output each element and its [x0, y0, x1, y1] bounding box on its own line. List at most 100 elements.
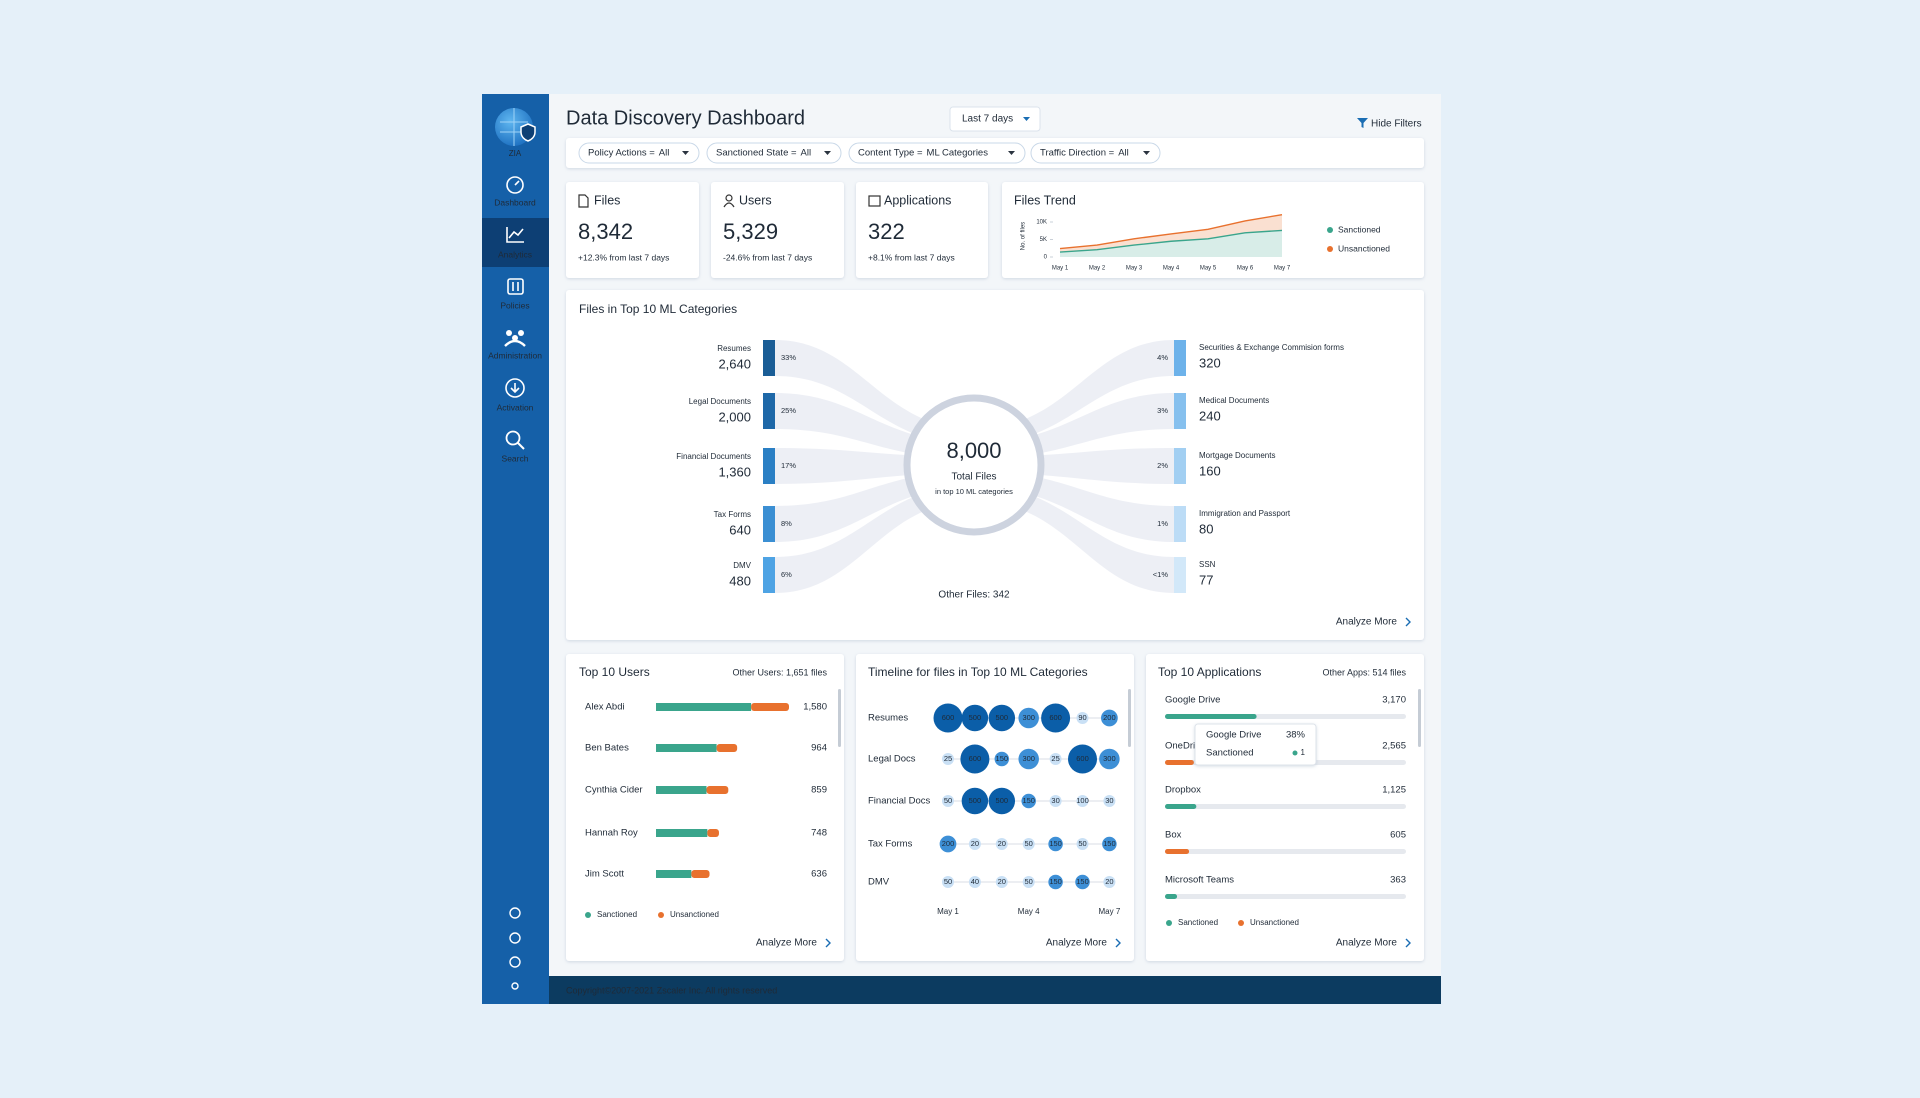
nav-item[interactable]: Dashboard: [494, 197, 536, 207]
filter-value[interactable]: ML Categories: [927, 148, 989, 159]
bubble-label: 600: [1076, 754, 1089, 763]
user-name: Alex Abdi: [585, 702, 625, 713]
app-name: Box: [1165, 830, 1182, 841]
y-tick-label: 10K: [1036, 220, 1047, 226]
flow-band: [775, 485, 974, 593]
utility-icon: [509, 932, 521, 944]
bar-unsanctioned: [691, 870, 710, 878]
legend-dot: [658, 912, 664, 918]
nav-item[interactable]: Search: [502, 453, 529, 463]
row-name: Resumes: [868, 713, 908, 724]
app-bar: [1165, 894, 1178, 899]
period-value[interactable]: Last 7 days: [962, 114, 1013, 125]
bubble-label: 20: [998, 839, 1006, 848]
kpi-title: Users: [739, 193, 772, 207]
kpi-icon: [725, 194, 733, 202]
nav-item[interactable]: Analytics: [498, 249, 532, 259]
filter-chip[interactable]: [578, 142, 700, 164]
bubble-label: 150: [1022, 796, 1035, 805]
category-share: 2%: [1157, 461, 1168, 470]
bubble-label: 50: [944, 877, 952, 886]
app-bar: [1165, 714, 1257, 719]
bar-sanctioned: [656, 703, 752, 711]
filter-chip[interactable]: [848, 142, 1026, 164]
bubble: [1041, 703, 1071, 733]
row-name: Legal Docs: [868, 754, 916, 765]
tooltip-share: 38%: [1286, 730, 1306, 741]
chevron: [1115, 938, 1121, 948]
category-bar: [1174, 340, 1186, 376]
caret: [824, 151, 831, 155]
kpi-icon: [723, 202, 735, 208]
filter-name[interactable]: Traffic Direction =: [1040, 148, 1115, 159]
x-tick-label: May 5: [1200, 266, 1217, 272]
x-tick-label: May 4: [1018, 907, 1040, 916]
filter-chip[interactable]: [706, 142, 842, 164]
tooltip-count: 1: [1301, 748, 1306, 757]
filter-name[interactable]: Content Type =: [858, 148, 923, 159]
row-name: DMV: [868, 877, 890, 888]
nav-item[interactable]: Administration: [488, 350, 542, 360]
bubble: [961, 787, 989, 815]
legend-dot: [1166, 920, 1172, 926]
utility-icon: [509, 907, 521, 919]
user-count: 748: [811, 828, 827, 839]
analyze-more[interactable]: Analyze More: [1046, 938, 1108, 949]
bubble-label: 40: [971, 877, 979, 886]
category-name: Resumes: [717, 344, 751, 353]
nav-item[interactable]: Activation: [497, 402, 534, 412]
legend-label: Unsanctioned: [670, 910, 719, 919]
legend-dot: [585, 912, 591, 918]
category-count: 640: [729, 522, 751, 537]
content: ZIA Dashboard Analytics Policies Administrat…: [488, 106, 1424, 995]
filter-value[interactable]: All: [659, 148, 670, 159]
bubble: [960, 744, 990, 774]
bubble: [1101, 709, 1118, 727]
chevron: [825, 938, 831, 948]
scrollbar: [1128, 689, 1131, 747]
bubble: [968, 838, 981, 850]
area-sanctioned: [1060, 230, 1282, 257]
category-count: 2,640: [718, 356, 751, 371]
filter-name[interactable]: Sanctioned State =: [716, 148, 797, 159]
legend-dot: [1327, 227, 1333, 233]
app-count: 2,565: [1382, 741, 1406, 752]
hide-filters[interactable]: Hide Filters: [1371, 119, 1422, 130]
bar-unsanctioned: [706, 786, 729, 794]
bubble: [1018, 707, 1039, 729]
filter-value[interactable]: All: [801, 148, 812, 159]
icon: [512, 335, 518, 341]
bubble-label: 600: [1049, 713, 1062, 722]
bubble: [1018, 748, 1039, 770]
category-bar: [1174, 557, 1186, 593]
bubble: [1103, 795, 1116, 807]
app-bar: [1165, 804, 1197, 809]
analyze-more[interactable]: Analyze More: [1336, 938, 1398, 949]
category-count: 77: [1199, 572, 1213, 587]
filter-value[interactable]: All: [1118, 148, 1129, 159]
kpi-card: [856, 182, 988, 278]
bubble: [988, 787, 1016, 815]
bubble: [968, 876, 981, 888]
filter-chip[interactable]: [1030, 142, 1161, 164]
x-tick-label: May 2: [1089, 266, 1106, 272]
nav-item[interactable]: Policies: [500, 300, 529, 310]
category-bar: [763, 340, 775, 376]
users-title: Top 10 Users: [579, 665, 650, 679]
filter-name[interactable]: Policy Actions =: [588, 148, 655, 159]
logo-shield: [520, 123, 536, 142]
analyze-more[interactable]: Analyze More: [756, 938, 818, 949]
y-axis-label: No. of files: [1021, 222, 1027, 250]
total-label: Total Files: [951, 472, 996, 483]
bubble-label: 50: [1078, 839, 1086, 848]
analyze-more[interactable]: Analyze More: [1336, 617, 1398, 628]
legend-dot: [1327, 246, 1333, 252]
icon: [506, 227, 524, 243]
period-dropdown[interactable]: [949, 106, 1041, 132]
legend-label: Sanctioned: [597, 910, 637, 919]
icon: [506, 176, 524, 194]
caret: [1008, 151, 1015, 155]
tooltip-title: Google Drive: [1206, 730, 1261, 741]
kpi-value: 5,329: [723, 219, 778, 244]
